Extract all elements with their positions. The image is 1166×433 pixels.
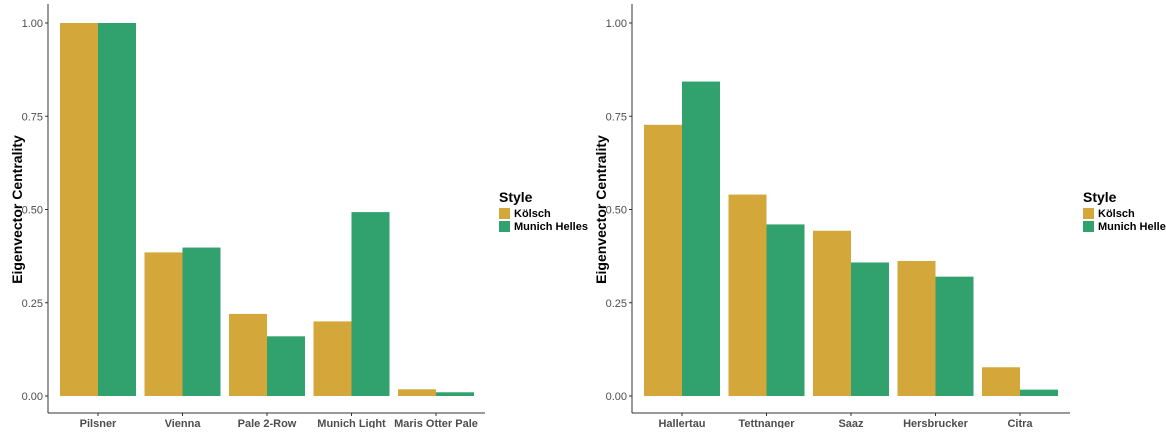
x-tick-label: Pale 2-Row (238, 418, 297, 428)
legend-swatch (1083, 208, 1094, 219)
legend-label: Munich Helles (1098, 221, 1166, 233)
bar-munich-helles (98, 23, 136, 396)
y-tick-label: 1.00 (606, 18, 627, 30)
chart-panel-2: 0.00 0.25 0.50 0.75 1.00 Eigenvector Centrali… (593, 4, 1166, 430)
bar-kolsch (398, 389, 436, 396)
x-tick-label: Hallertau (658, 418, 705, 428)
chart-panel-1: 0.00 0.25 0.50 0.75 1.00 Eigenvector Centrali… (9, 4, 588, 430)
legend-label: Munich Helles (514, 221, 588, 233)
bar-munich-helles (766, 224, 805, 396)
legend-swatch (499, 221, 510, 232)
bar-kolsch (60, 23, 98, 396)
legend-title: Style (1083, 189, 1117, 205)
legend-title: Style (499, 189, 533, 205)
legend-label: Kölsch (514, 208, 551, 220)
bar-munich-helles (182, 247, 221, 396)
bar-kolsch (144, 252, 183, 396)
bar-kolsch (982, 367, 1020, 396)
legend-label: Kölsch (1098, 208, 1135, 220)
bar-munich-helles (1020, 389, 1058, 396)
y-tick-label: 0.25 (22, 298, 43, 310)
x-tick-label: Citra (1007, 418, 1033, 428)
bar-kolsch (229, 313, 267, 396)
x-tick-label: Tettnanger (738, 418, 795, 428)
legend-swatch (1083, 221, 1094, 232)
y-tick-label: 0.00 (606, 391, 627, 403)
x-tick-label: Maris Otter Pale (394, 418, 478, 428)
bar-kolsch (728, 194, 767, 396)
bar-kolsch (313, 321, 352, 396)
bar-kolsch (813, 230, 851, 396)
x-tick-label: Vienna (165, 418, 202, 428)
y-tick-label: 0.75 (606, 111, 627, 123)
bar-munich-helles (935, 276, 974, 396)
x-tick-label: Munich Light (317, 418, 386, 428)
y-axis-title: Eigenvector Centrality (9, 135, 25, 284)
bar-kolsch (644, 124, 682, 396)
y-tick-label: 0.25 (606, 298, 627, 310)
bar-kolsch (897, 260, 936, 396)
x-tick-label: Pilsner (80, 418, 117, 428)
bar-munich-helles (682, 81, 720, 396)
y-tick-label: 1.00 (22, 18, 43, 30)
y-tick-label: 0.50 (606, 205, 627, 217)
y-tick-label: 0.00 (22, 391, 43, 403)
x-tick-label: Hersbrucker (903, 418, 969, 428)
bar-munich-helles (351, 212, 390, 396)
bar-munich-helles (436, 392, 474, 396)
bar-munich-helles (267, 336, 305, 396)
y-axis-title: Eigenvector Centrality (593, 135, 609, 284)
bar-munich-helles (851, 262, 889, 396)
y-tick-label: 0.50 (22, 205, 43, 217)
legend-swatch (499, 208, 510, 219)
y-tick-label: 0.75 (22, 111, 43, 123)
x-tick-label: Saaz (838, 418, 864, 428)
